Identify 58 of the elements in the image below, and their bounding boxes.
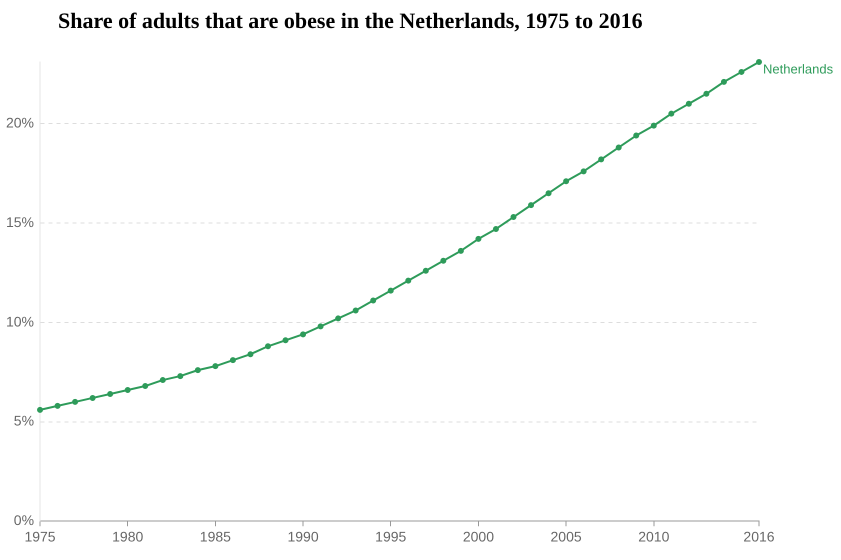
point: [142, 383, 148, 390]
point: [212, 363, 218, 370]
point: [738, 68, 744, 75]
point: [247, 351, 254, 358]
point: [370, 298, 376, 304]
point: [230, 357, 236, 364]
point: [528, 202, 534, 208]
x-tick-label: 2000: [462, 528, 494, 544]
x-tick-label: 1985: [200, 528, 232, 544]
point: [405, 278, 412, 284]
point: [335, 315, 342, 322]
point: [703, 90, 710, 97]
x-tick-label: 1975: [24, 528, 56, 544]
point: [264, 343, 271, 350]
point: [90, 394, 96, 401]
y-tick-label: 5%: [14, 412, 34, 429]
y-tick-label: 0%: [14, 512, 34, 528]
point: [352, 307, 359, 314]
point: [510, 214, 516, 220]
point: [194, 367, 201, 374]
point: [633, 132, 640, 139]
point: [177, 373, 184, 380]
point: [580, 168, 587, 174]
point: [37, 406, 44, 413]
series-label: Netherlands: [763, 62, 834, 77]
point: [282, 337, 289, 344]
y-tick-label: 15%: [6, 214, 34, 230]
point: [440, 258, 446, 264]
point: [388, 288, 394, 294]
point: [422, 268, 429, 274]
point: [492, 226, 499, 232]
point: [598, 156, 604, 162]
x-tick-label: 2005: [550, 528, 582, 544]
y-tick-label: 20%: [6, 114, 34, 130]
x-tick-label: 2016: [743, 528, 775, 544]
point: [124, 387, 131, 393]
point: [650, 122, 657, 129]
point: [54, 402, 61, 409]
point: [563, 178, 570, 184]
y-tick-label: 10%: [6, 313, 34, 330]
x-tick-label: 1990: [287, 528, 319, 544]
chart-title: Share of adults that are obese in the Netherlands, 1975 to 2016: [58, 8, 644, 34]
point: [686, 100, 692, 107]
x-tick-label: 2010: [638, 528, 670, 544]
point: [720, 78, 727, 85]
point: [300, 331, 306, 338]
point: [458, 248, 464, 254]
x-tick-label: 1980: [112, 528, 144, 544]
point: [756, 59, 762, 65]
point: [72, 398, 78, 405]
point: [160, 377, 166, 384]
point: [107, 390, 114, 397]
point: [668, 110, 674, 117]
point: [318, 323, 324, 330]
point: [616, 144, 622, 150]
x-tick-label: 1995: [375, 528, 407, 544]
point: [546, 190, 552, 196]
point: [475, 236, 482, 242]
